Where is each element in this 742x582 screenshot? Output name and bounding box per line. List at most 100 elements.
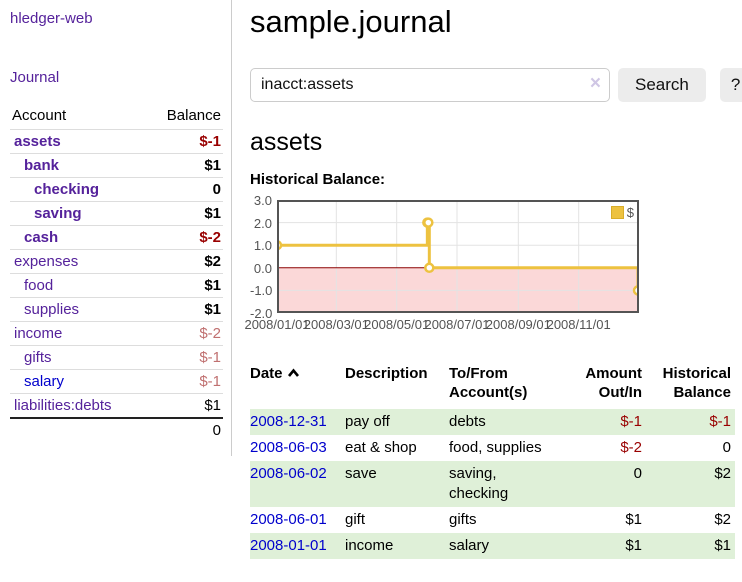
transaction-row: 2008-06-02 save saving, checking 0 $2 <box>250 461 735 507</box>
accounts-header-balance: Balance <box>166 107 221 124</box>
transaction-amount: $1 <box>625 537 642 554</box>
column-header-date[interactable]: Date <box>250 364 345 409</box>
chart-legend: $ <box>610 205 634 220</box>
transaction-accounts: debts <box>449 413 486 430</box>
accounts-total-row: 0 <box>10 417 223 442</box>
y-axis-tick-label: 1.0 <box>253 238 272 254</box>
account-link-expenses[interactable]: expenses <box>14 253 79 270</box>
y-axis-tick-label: 3.0 <box>253 193 272 208</box>
register-account-heading: assets <box>250 128 323 156</box>
main-content: sample.journal × Search ? assets Histori… <box>232 0 742 559</box>
transaction-description: income <box>345 537 394 554</box>
transaction-description: eat & shop <box>345 439 417 456</box>
account-row: liabilities:debts $1 <box>10 393 223 418</box>
account-balance: $2 <box>146 249 223 274</box>
transaction-accounts: salary <box>449 537 490 554</box>
chart-title: Historical Balance: <box>250 171 386 188</box>
balance-chart: $ 3.0 2.0 1.0 0.0 -1.0 -2.0 2008/01/01 2008/03/… <box>244 194 742 346</box>
transaction-description: gift <box>345 511 366 528</box>
search-input[interactable] <box>250 68 610 102</box>
account-link-bank[interactable]: bank <box>24 157 60 174</box>
account-link-gifts[interactable]: gifts <box>24 349 52 366</box>
transaction-accounts: gifts <box>449 511 477 528</box>
x-axis-tick-label: 2008/05/01 <box>364 317 430 332</box>
account-link-food[interactable]: food <box>24 277 54 294</box>
chart-canvas <box>277 200 639 313</box>
account-link-saving[interactable]: saving <box>34 205 82 222</box>
clear-search-icon[interactable]: × <box>589 73 601 94</box>
y-axis-tick-label: 2.0 <box>253 215 272 231</box>
plot-border <box>277 200 639 313</box>
transaction-date-link[interactable]: 2008-06-02 <box>250 465 327 482</box>
x-axis-tick-label: 2008/11/01 <box>546 317 611 332</box>
chart-plot-area: $ <box>277 200 639 313</box>
transaction-date-link[interactable]: 2008-06-03 <box>250 439 327 456</box>
transaction-date-link[interactable]: 2008-06-01 <box>250 511 327 528</box>
legend-swatch <box>610 206 624 219</box>
account-balance: 0 <box>146 177 223 202</box>
account-balance: $1 <box>146 297 223 322</box>
transaction-row: 2008-12-31 pay off debts $-1 $-1 <box>250 409 735 435</box>
y-axis-tick-label: 0.0 <box>253 260 272 276</box>
account-link-salary[interactable]: salary <box>24 373 65 390</box>
transaction-amount: 0 <box>633 465 642 482</box>
account-row: supplies $1 <box>10 297 223 322</box>
transaction-amount: $-2 <box>620 439 642 456</box>
accounts-total: 0 <box>146 417 223 442</box>
account-row: salary $-1 <box>10 369 223 394</box>
transaction-date-link[interactable]: 2008-12-31 <box>250 413 327 430</box>
account-balance: $-1 <box>146 129 223 154</box>
account-row: expenses $2 <box>10 249 223 274</box>
account-link-assets[interactable]: assets <box>14 133 61 150</box>
account-row: gifts $-1 <box>10 345 223 370</box>
page-title: sample.journal <box>250 4 452 39</box>
account-link-liabilities-debts[interactable]: liabilities:debts <box>14 397 112 414</box>
transaction-row: 2008-01-01 income salary $1 $1 <box>250 533 735 559</box>
account-balance: $1 <box>146 201 223 226</box>
transaction-date-link[interactable]: 2008-01-01 <box>250 537 327 554</box>
sort-ascending-icon <box>287 364 300 383</box>
legend-label: $ <box>626 205 634 220</box>
column-header-description: Description <box>345 365 428 382</box>
account-balance: $-1 <box>146 369 223 394</box>
x-axis-tick-label: 2008/01/01 <box>244 317 310 332</box>
data-point <box>423 217 434 228</box>
transaction-description: save <box>345 465 377 482</box>
x-axis-tick-label: 2008/03/01 <box>303 317 369 332</box>
accounts-table: Account Balance assets $-1 bank $1 check… <box>10 104 223 442</box>
transaction-amount: $1 <box>625 511 642 528</box>
app-title-link[interactable]: hledger-web <box>10 10 93 27</box>
account-balance: $1 <box>146 393 223 418</box>
account-row: cash $-2 <box>10 225 223 250</box>
account-balance: $-2 <box>146 225 223 250</box>
transaction-balance: $2 <box>714 465 731 482</box>
account-row: bank $1 <box>10 153 223 178</box>
account-balance: $1 <box>146 273 223 298</box>
account-balance: $1 <box>146 153 223 178</box>
y-axis-tick-label: -2.0 <box>250 306 273 321</box>
account-link-cash[interactable]: cash <box>24 229 59 246</box>
data-point <box>424 262 435 274</box>
account-link-supplies[interactable]: supplies <box>24 301 80 318</box>
transaction-row: 2008-06-03 eat & shop food, supplies $-2… <box>250 435 735 461</box>
account-link-income[interactable]: income <box>14 325 63 342</box>
register-table: Date Description To/From Account(s) Amou… <box>250 364 735 559</box>
transaction-description: pay off <box>345 413 390 430</box>
help-button[interactable]: ? <box>719 68 742 102</box>
search-button[interactable]: Search <box>618 68 706 102</box>
transaction-accounts: food, supplies <box>449 439 542 456</box>
x-axis-tick-label: 2008/09/01 <box>485 317 551 332</box>
transaction-balance: 0 <box>722 439 731 456</box>
column-header-date-label: Date <box>250 365 283 382</box>
transaction-amount: $-1 <box>620 413 642 430</box>
column-header-balance: Historical Balance <box>662 365 731 401</box>
search-form: × Search ? <box>250 68 742 102</box>
transaction-accounts: saving, checking <box>449 465 509 502</box>
sidebar-item-journal[interactable]: Journal <box>10 69 60 86</box>
column-header-accounts: To/From Account(s) <box>449 365 528 401</box>
account-link-checking[interactable]: checking <box>34 181 100 198</box>
account-row: saving $1 <box>10 201 223 226</box>
account-row: income $-2 <box>10 321 223 346</box>
x-axis-tick-label: 2008/07/01 <box>424 317 490 332</box>
transaction-balance: $-1 <box>709 413 731 430</box>
